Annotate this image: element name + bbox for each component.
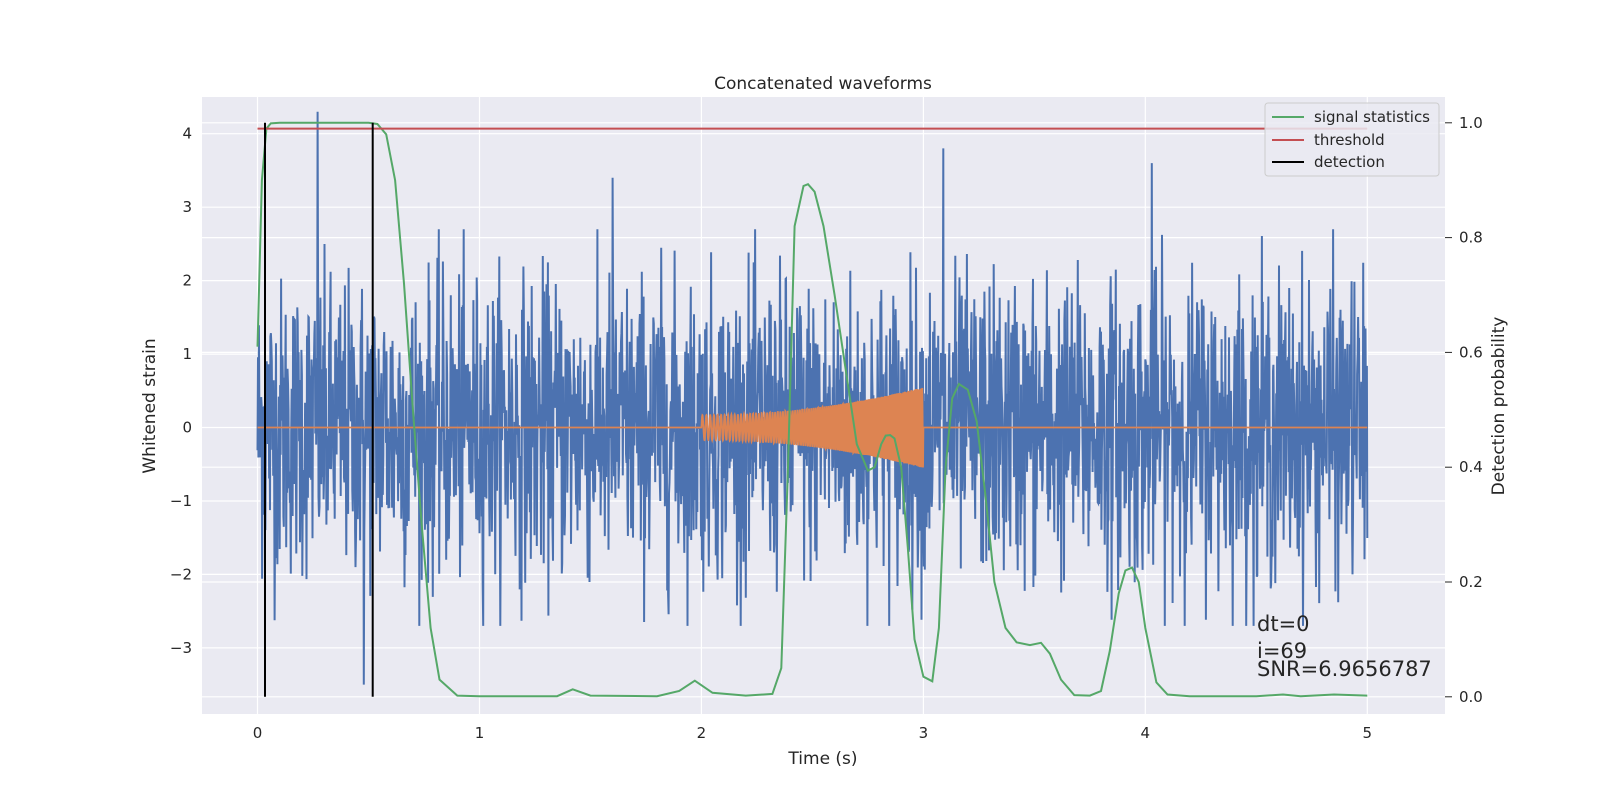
y-tick-label: −3 bbox=[170, 639, 192, 657]
y2-tick-label: 1.0 bbox=[1459, 114, 1483, 132]
y2-tick-label: 0.8 bbox=[1459, 229, 1483, 247]
x-axis-label: Time (s) bbox=[787, 749, 857, 769]
legend-label-detection: detection bbox=[1314, 153, 1385, 171]
annotation-snr: SNR=6.9656787 bbox=[1257, 657, 1432, 681]
x-tick-label: 2 bbox=[697, 724, 707, 742]
y-tick-label: 1 bbox=[182, 345, 192, 363]
y2-axis-ticks: 0.0 0.2 0.4 0.6 0.8 1.0 bbox=[1445, 114, 1483, 706]
series-layer bbox=[256, 111, 1369, 698]
x-tick-label: 1 bbox=[475, 724, 485, 742]
y2-tick-label: 0.6 bbox=[1459, 343, 1483, 361]
y-tick-label: −1 bbox=[170, 492, 192, 510]
x-tick-label: 5 bbox=[1363, 724, 1373, 742]
signal-statistics-line bbox=[256, 121, 1368, 698]
y-tick-label: 4 bbox=[182, 125, 192, 143]
legend-label-signal-statistics: signal statistics bbox=[1314, 108, 1430, 126]
annotation-i: i=69 bbox=[1257, 639, 1307, 663]
legend: signal statistics threshold detection bbox=[1264, 102, 1440, 177]
y-axis-ticks: −3 −2 −1 0 1 2 3 4 bbox=[170, 125, 192, 657]
y2-tick-label: 0.2 bbox=[1459, 573, 1483, 591]
y-tick-label: 3 bbox=[182, 198, 192, 216]
y2-tick-label: 0.0 bbox=[1459, 688, 1483, 706]
y2-axis-label: Detection probability bbox=[1489, 317, 1509, 496]
x-axis-ticks: 0 1 2 3 4 5 bbox=[253, 724, 1372, 742]
annotation-dt: dt=0 bbox=[1257, 612, 1310, 636]
x-tick-label: 0 bbox=[253, 724, 263, 742]
y-tick-label: 0 bbox=[182, 419, 192, 437]
y-tick-label: 2 bbox=[182, 272, 192, 290]
legend-box bbox=[1264, 102, 1440, 177]
legend-label-threshold: threshold bbox=[1314, 131, 1385, 149]
detection-lines bbox=[264, 122, 374, 697]
y-tick-label: −2 bbox=[170, 565, 192, 583]
strain-line bbox=[256, 111, 1369, 685]
y-axis-label: Whitened strain bbox=[140, 338, 160, 473]
x-tick-label: 4 bbox=[1141, 724, 1151, 742]
chart-title: Concatenated waveforms bbox=[714, 74, 932, 94]
y2-tick-label: 0.4 bbox=[1459, 458, 1483, 476]
template-line bbox=[257, 387, 1368, 468]
annotation-block: dt=0 i=69 SNR=6.9656787 bbox=[1257, 612, 1432, 681]
x-tick-label: 3 bbox=[919, 724, 929, 742]
